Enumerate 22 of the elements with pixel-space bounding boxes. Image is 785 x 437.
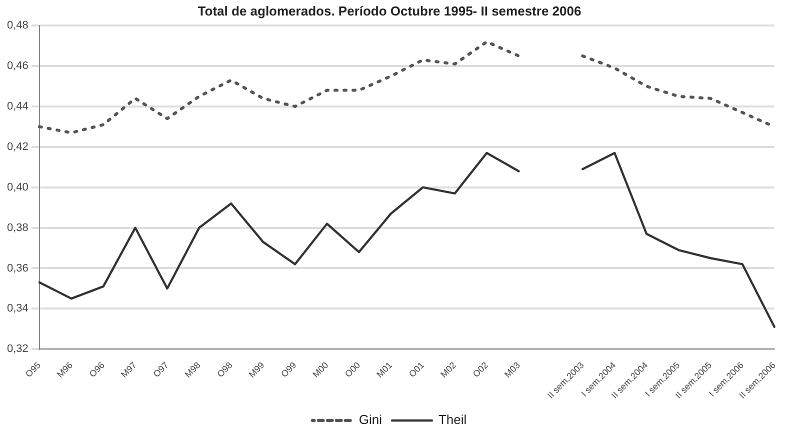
y-tick-label: 0,36 bbox=[6, 262, 28, 274]
y-tick-label: 0,48 bbox=[6, 20, 28, 32]
x-tick-label: O96 bbox=[87, 360, 106, 380]
x-tick-label: O00 bbox=[343, 360, 362, 380]
x-tick-label: O95 bbox=[23, 360, 43, 380]
x-tick-label: M01 bbox=[374, 360, 394, 380]
y-tick-label: 0,32 bbox=[6, 343, 28, 356]
chart-title: Total de aglomerados. Período Octubre 1995- II semestre 2006 bbox=[198, 3, 582, 18]
y-tick-label: 0,42 bbox=[6, 140, 28, 153]
y-tick-label: 0,46 bbox=[6, 60, 28, 72]
y-tick-label: 0,34 bbox=[6, 302, 28, 315]
x-tick-label: O98 bbox=[215, 360, 234, 380]
y-tick-label: 0,44 bbox=[6, 100, 28, 113]
legend-label: Gini bbox=[358, 412, 382, 428]
x-tick-label: O02 bbox=[470, 360, 490, 380]
legend-label: Theil bbox=[438, 412, 467, 428]
x-tick-label: O01 bbox=[406, 360, 426, 380]
x-tick-label: O97 bbox=[151, 360, 170, 380]
y-tick-label: 0,40 bbox=[6, 181, 28, 194]
x-tick-label: M99 bbox=[246, 360, 266, 380]
y-tick-label: 0,38 bbox=[6, 222, 28, 234]
x-tick-label: O99 bbox=[279, 360, 298, 380]
